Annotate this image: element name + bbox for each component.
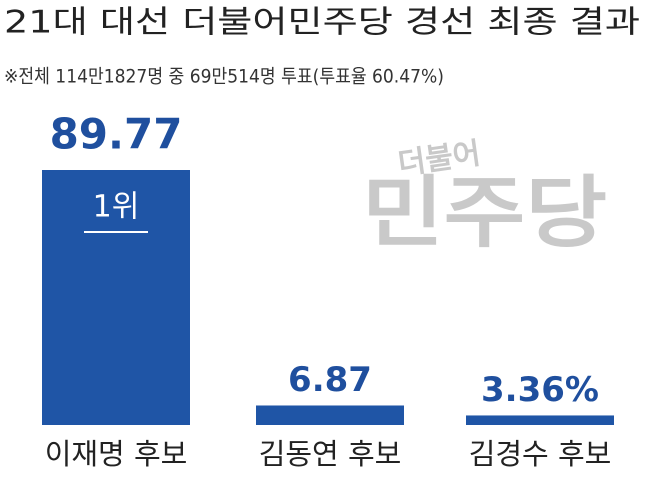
bar: [42, 170, 190, 425]
category-label: 김동연 후보: [259, 437, 402, 471]
rank-annotation: 1위: [93, 190, 140, 225]
value-label: 89.77: [50, 110, 183, 159]
bar: [256, 405, 404, 425]
bar: [466, 415, 614, 425]
watermark-large: 민주당: [362, 168, 607, 258]
chart-title: 21대 대선 더불어민주당 경선 최종 결과: [4, 5, 640, 41]
value-label: 6.87: [288, 360, 372, 400]
category-label: 이재명 후보: [45, 437, 188, 471]
category-label: 김경수 후보: [469, 437, 612, 471]
value-label: 3.36%: [481, 370, 599, 410]
chart-subtitle: ※전체 114만1827명 중 69만514명 투표(투표율 60.47%): [4, 66, 444, 88]
